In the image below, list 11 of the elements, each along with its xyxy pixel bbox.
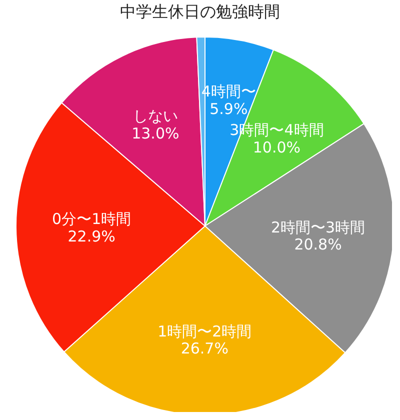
data-label: 13.0% <box>132 124 180 142</box>
slice-label: 1時間〜2時間 <box>158 322 252 340</box>
data-label: 20.8% <box>294 236 342 254</box>
data-label: 22.9% <box>68 227 116 246</box>
slice-label: 0分〜1時間 <box>52 210 132 228</box>
data-label: 26.7% <box>180 340 228 358</box>
chart-title: 中学生休日の勉強時間 <box>119 2 281 23</box>
data-label: 5.9% <box>210 100 248 118</box>
slice-label: しない <box>132 107 178 126</box>
slice-label: 2時間〜3時間 <box>270 218 366 236</box>
data-label: 10.0% <box>252 138 301 156</box>
